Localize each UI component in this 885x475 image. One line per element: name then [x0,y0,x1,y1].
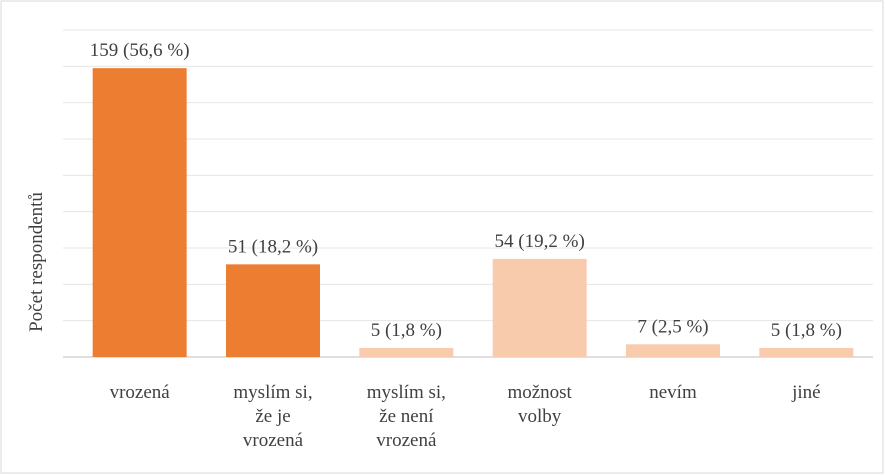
x-tick-label: myslím si, že není vrozená [366,382,446,451]
value-label: 7 (2,5 %) [637,316,708,337]
bar [226,264,320,357]
bar [359,347,454,357]
y-axis-label: Počet respondentů [26,192,47,332]
bar [759,347,854,357]
x-tick-label: nevím [649,382,697,403]
x-tick-label: vrozená [109,382,170,403]
value-label: 54 (19,2 %) [495,231,585,252]
x-tick-label: myslím si, že je vrozená [233,382,313,451]
x-tick-label: možnost volby [507,382,572,427]
bar [626,344,720,357]
x-tick-label: jiné [792,382,821,403]
value-label: 5 (1,8 %) [371,320,442,341]
bar [92,68,187,358]
bar [492,258,587,357]
value-label: 5 (1,8 %) [771,320,842,341]
value-label: 51 (18,2 %) [228,236,318,257]
value-label: 159 (56,6 %) [90,40,190,61]
